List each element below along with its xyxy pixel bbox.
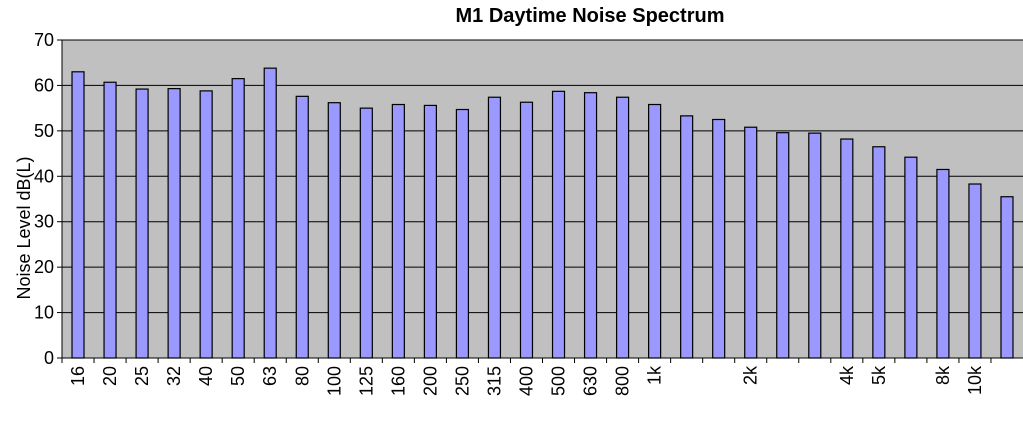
y-tick-label: 70 [34, 30, 54, 50]
x-tick-label: 400 [516, 366, 536, 396]
bar [551, 90, 566, 359]
bar [167, 88, 181, 359]
x-tick-label: 16 [68, 366, 88, 386]
x-tick-label: 315 [484, 366, 504, 396]
bar [295, 95, 309, 359]
bar [648, 103, 662, 359]
bar [455, 108, 470, 359]
y-tick-label: 0 [44, 348, 54, 368]
x-tick-label: 4k [837, 365, 857, 385]
x-tick-label: 500 [549, 366, 569, 396]
bar [135, 88, 149, 359]
x-tick-label: 200 [420, 366, 440, 396]
bar [391, 103, 405, 359]
x-tick-label: 160 [388, 366, 408, 396]
bar [231, 78, 245, 359]
x-tick-label: 2k [741, 365, 761, 385]
bar [327, 102, 341, 359]
bar [199, 90, 213, 359]
bar [680, 115, 694, 359]
bar [968, 183, 982, 359]
bar [519, 101, 534, 359]
x-tick-label: 250 [452, 366, 472, 396]
x-tick-label: 40 [196, 366, 216, 386]
x-tick-label: 32 [164, 366, 184, 386]
y-axis-label: Noise Level dB(L) [14, 156, 34, 299]
bar [487, 96, 502, 359]
bar [103, 81, 117, 359]
x-tick-label: 630 [581, 366, 601, 396]
plot-area [62, 40, 1023, 358]
bar [359, 107, 373, 359]
x-tick-label: 5k [869, 365, 889, 385]
bar [776, 132, 790, 359]
bar [263, 67, 277, 359]
y-tick-label: 30 [34, 212, 54, 232]
x-tick-label: 100 [324, 366, 344, 396]
bar [712, 118, 726, 359]
bar [840, 138, 854, 359]
x-tick-label: 25 [132, 366, 152, 386]
bar [423, 104, 437, 359]
x-tick-label: 10k [965, 365, 985, 395]
x-tick-label: 20 [100, 366, 120, 386]
y-tick-label: 20 [34, 257, 54, 277]
chart-title: M1 Daytime Noise Spectrum [456, 5, 725, 27]
x-tick-label: 800 [613, 366, 633, 396]
x-tick-label: 8k [933, 365, 953, 385]
y-tick-label: 10 [34, 303, 54, 323]
y-tick-label: 50 [34, 121, 54, 141]
y-tick-label: 40 [34, 166, 54, 186]
bar [872, 146, 886, 359]
bar [744, 126, 758, 359]
bar [615, 96, 630, 359]
x-tick-label: 50 [228, 366, 248, 386]
x-tick-label: 1k [645, 365, 665, 385]
y-tick-label: 60 [34, 75, 54, 95]
bar [583, 92, 598, 359]
x-tick-label: 63 [260, 366, 280, 386]
x-tick-label: 125 [356, 366, 376, 396]
bar [808, 132, 822, 359]
bar [904, 156, 918, 359]
bar [936, 168, 950, 359]
bar [71, 71, 85, 359]
x-tick-label: 80 [292, 366, 312, 386]
bar [1000, 196, 1014, 359]
